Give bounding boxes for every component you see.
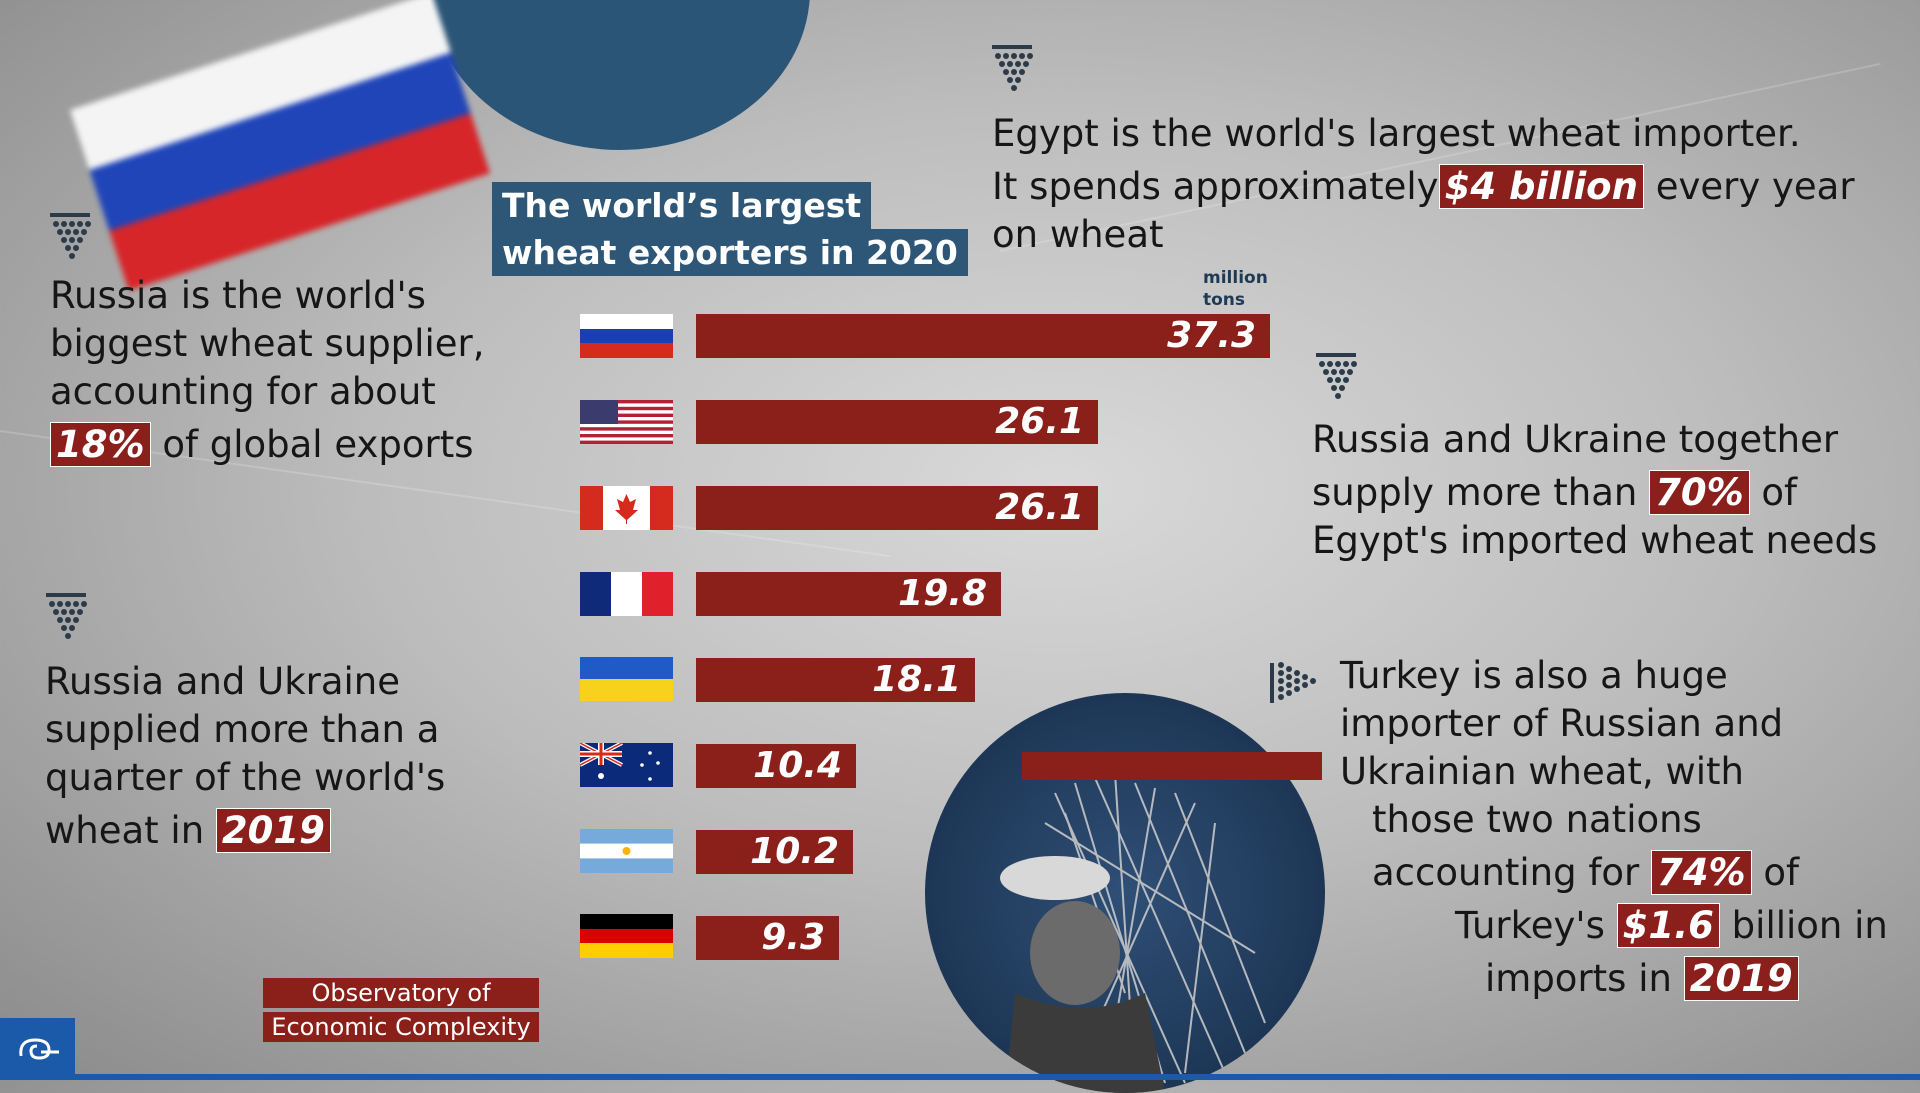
almayadeen-logo-icon: [0, 1018, 75, 1080]
arrow-down-icon: [46, 593, 87, 639]
fact-line: It spends approximately: [992, 165, 1439, 208]
fact-line: every year: [1643, 165, 1855, 208]
fact-line: importer of Russian and: [1340, 702, 1784, 745]
fact-line: Egypt is the world's largest wheat impor…: [992, 112, 1801, 155]
australia-flag-icon: [580, 743, 673, 787]
argentina-flag-icon: [580, 829, 673, 873]
fact-line: wheat in: [45, 809, 216, 852]
egypt-share-fact: Russia and Ukraine together supply more …: [1312, 416, 1877, 565]
arrow-down-icon: [992, 45, 1033, 91]
fact-line: Russia is the world's: [50, 274, 426, 317]
fact-line: of: [1751, 851, 1800, 894]
bar-argentina: 10.2: [696, 830, 853, 874]
fact-line: those two nations: [1372, 798, 1702, 841]
brand-bar: [0, 1074, 1920, 1080]
bar-australia: 10.4: [696, 744, 856, 788]
fact-line: accounting for: [1372, 851, 1652, 894]
bar-value-label: 26.1: [995, 487, 1084, 528]
ukraine-flag-icon: [580, 657, 673, 701]
fact-line: billion in: [1719, 904, 1888, 947]
chart-title-line: The world’s largest: [492, 182, 872, 229]
decorative-circle: [430, 0, 810, 150]
logo-mark: [18, 1038, 59, 1060]
arrow-down-icon: [50, 213, 91, 259]
fact-line: of: [1749, 471, 1798, 514]
fact-line: Turkey's: [1455, 904, 1617, 947]
highlight-badge: 2019: [1683, 956, 1799, 1001]
egypt-importer-fact: Egypt is the world's largest wheat impor…: [992, 110, 1855, 259]
quarter-supply-fact: Russia and Ukraine supplied more than a …: [45, 658, 445, 855]
arrow-down-icon: [1316, 353, 1357, 399]
bar-france: 19.8: [696, 572, 1001, 616]
fact-line: accounting for about: [50, 370, 436, 413]
fact-line: Ukrainian wheat, with: [1340, 750, 1744, 793]
wheat-farmer-illustration: [1000, 772, 1266, 1093]
bar-russia: 37.3: [696, 314, 1270, 358]
highlight-badge: 18%: [50, 422, 151, 467]
chart-title-line: wheat exporters in 2020: [492, 229, 968, 276]
highlight-badge: 74%: [1651, 850, 1752, 895]
bar-value-label: 37.3: [1167, 315, 1256, 356]
decorative-stripe: [1022, 752, 1322, 780]
fact-line: supplied more than a: [45, 708, 440, 751]
fact-line: Russia and Ukraine: [45, 660, 401, 703]
bar-ukraine: 18.1: [696, 658, 975, 702]
fact-line: supply more than: [1312, 471, 1650, 514]
bar-value-label: 10.4: [753, 745, 842, 786]
source-line: Economic Complexity: [263, 1012, 539, 1042]
canada-flag-icon: [580, 486, 673, 530]
bar-value-label: 26.1: [995, 401, 1084, 442]
source-credit: Observatory of Economic Complexity: [263, 978, 539, 1046]
arrow-right-icon: [1270, 662, 1316, 703]
unit-line: million: [1203, 268, 1268, 288]
bar-value-label: 18.1: [872, 659, 961, 700]
turkey-import-fact: Turkey is also a huge importer of Russia…: [1340, 652, 1888, 1003]
bar-canada: 26.1: [696, 486, 1098, 530]
fact-line: Russia and Ukraine together: [1312, 418, 1839, 461]
russia-flag-icon: [580, 314, 673, 358]
chart-unit-label: million tons: [1203, 267, 1268, 311]
source-line: Observatory of: [263, 978, 539, 1008]
france-flag-icon: [580, 572, 673, 616]
fact-line: Egypt's imported wheat needs: [1312, 519, 1878, 562]
fact-line: quarter of the world's: [45, 756, 446, 799]
fact-line: of global exports: [150, 423, 474, 466]
russia-supplier-fact: Russia is the world's biggest wheat supp…: [50, 272, 484, 469]
usa-flag-icon: [580, 400, 673, 444]
germany-flag-icon: [580, 914, 673, 958]
highlight-badge: 70%: [1649, 470, 1750, 515]
fact-line: imports in: [1485, 957, 1684, 1000]
unit-line: tons: [1203, 290, 1246, 310]
bar-germany: 9.3: [696, 916, 839, 960]
chart-title: The world’s largest wheat exporters in 2…: [492, 182, 968, 276]
fact-line: biggest wheat supplier,: [50, 322, 485, 365]
highlight-badge: $4 billion: [1438, 164, 1644, 209]
bar-value-label: 9.3: [761, 917, 825, 958]
highlight-badge: 2019: [215, 808, 331, 853]
fact-line: Turkey is also a huge: [1340, 654, 1728, 697]
russian-flag-background: [70, 0, 491, 291]
bar-united-states: 26.1: [696, 400, 1098, 444]
bar-value-label: 19.8: [898, 573, 987, 614]
fact-line: on wheat: [992, 213, 1164, 256]
bar-value-label: 10.2: [750, 831, 839, 872]
highlight-badge: $1.6: [1616, 903, 1720, 948]
